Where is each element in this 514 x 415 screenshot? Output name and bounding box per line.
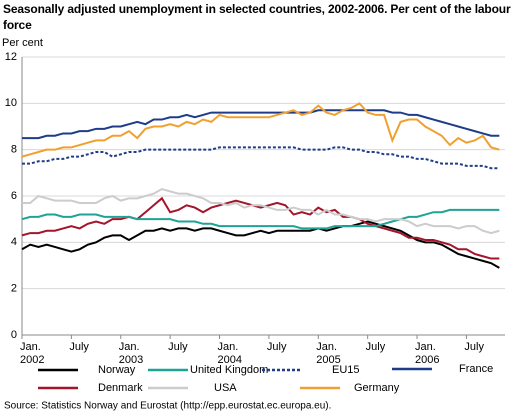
series-line bbox=[21, 208, 500, 230]
series-line bbox=[22, 146, 500, 170]
legend-label: Germany bbox=[354, 382, 400, 394]
source: Source: Statistics Norway and Eurostat (… bbox=[4, 401, 331, 412]
y-tick-label: 2 bbox=[11, 283, 17, 295]
y-tick-label: 10 bbox=[5, 97, 17, 109]
y-tick-label: 8 bbox=[11, 144, 17, 156]
series-line bbox=[22, 109, 500, 140]
x-tick-label: Jan. 2006 bbox=[415, 341, 440, 366]
legend-label: USA bbox=[214, 382, 237, 394]
legend-label: Denmark bbox=[98, 382, 143, 394]
y-axis-label: Per cent bbox=[2, 37, 43, 49]
series-line bbox=[21, 102, 500, 158]
chart-title: Seasonally adjusted unemployment in sele… bbox=[3, 2, 511, 32]
y-tick-label: 0 bbox=[11, 329, 17, 341]
legend-label: France bbox=[459, 363, 493, 375]
x-tick-label: July bbox=[168, 341, 188, 353]
x-tick-label: July bbox=[69, 341, 89, 353]
series-line bbox=[21, 196, 500, 260]
x-tick-label: July bbox=[464, 341, 484, 353]
x-tick-label: Jan. 2002 bbox=[20, 341, 45, 366]
x-tick-label: Jan. 2005 bbox=[316, 341, 341, 366]
x-tick-label: Jan. 2004 bbox=[217, 341, 242, 366]
legend-label: EU15 bbox=[332, 364, 360, 376]
x-tick-label: Jan. 2003 bbox=[118, 341, 144, 366]
legend-label: Norway bbox=[98, 364, 136, 376]
series-line bbox=[22, 187, 500, 235]
y-tick-label: 12 bbox=[5, 51, 17, 63]
x-tick-label: July bbox=[266, 341, 287, 353]
series-line bbox=[21, 220, 500, 269]
legend-label: United Kingdom bbox=[190, 364, 268, 376]
y-tick-label: 6 bbox=[11, 190, 17, 202]
x-tick-label: July bbox=[365, 341, 386, 353]
y-tick-label: 4 bbox=[11, 236, 17, 248]
